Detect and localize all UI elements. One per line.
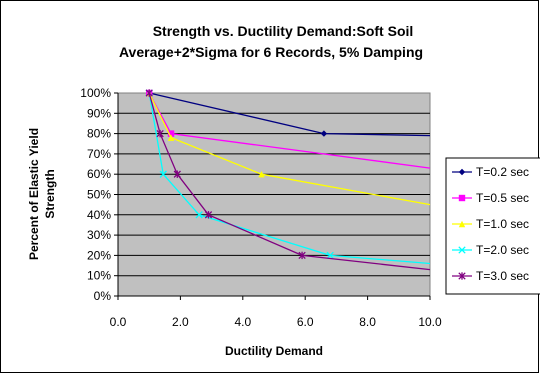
- data-point: [298, 251, 306, 260]
- y-tick-label: 30%: [87, 228, 111, 242]
- y-tick-label: 90%: [87, 106, 111, 120]
- y-tick-label: 80%: [87, 127, 111, 141]
- series-5: [145, 89, 431, 271]
- legend-marker: [458, 194, 466, 202]
- data-point: [156, 129, 164, 138]
- y-axis-title-line-2: Strength: [43, 169, 57, 218]
- legend-entry: T=0.2 sec: [476, 165, 529, 179]
- y-tick-label: 40%: [87, 208, 111, 222]
- chart-title-line-1: Strength vs. Ductility Demand:Soft Soil: [153, 23, 414, 39]
- x-tick-label: 0.0: [110, 315, 127, 329]
- axes: [114, 92, 431, 300]
- data-point-stroke: [326, 251, 334, 260]
- y-tick-label: 100%: [80, 86, 111, 100]
- y-tick-label: 10%: [87, 269, 111, 283]
- y-tick-label: 70%: [87, 147, 111, 161]
- legend-entry: T=2.0 sec: [476, 243, 529, 257]
- data-point: [159, 170, 167, 178]
- data-point: [195, 211, 203, 219]
- legend-entry: T=3.0 sec: [476, 269, 529, 283]
- x-axis-title: Ductility Demand: [225, 344, 323, 358]
- legend-marker: [458, 246, 466, 254]
- series-lines: [145, 89, 431, 271]
- data-point: [173, 170, 181, 178]
- gridlines: [118, 112, 430, 277]
- x-tick-label: 4.0: [234, 315, 251, 329]
- data-point: [326, 251, 334, 260]
- x-tick-label: 2.0: [172, 315, 189, 329]
- legend-marker-stroke: [458, 246, 466, 254]
- legend-marker: [458, 272, 466, 280]
- y-axis-title-line-1: Percent of Elastic Yield: [27, 128, 41, 260]
- series-line: [148, 92, 431, 271]
- data-point-stroke: [195, 211, 203, 219]
- tick-labels: 0% 10% 20% 30% 40% 50% 60% 70% 80% 90% 100% 0.0 2.0 4…: [80, 86, 442, 329]
- data-point: [320, 130, 328, 137]
- legend-entry: T=1.0 sec: [476, 217, 529, 231]
- data-point: [145, 89, 153, 97]
- legend-marker: [458, 168, 466, 176]
- data-point: [167, 134, 175, 141]
- y-tick-label: 0%: [94, 289, 112, 303]
- legend-entry: T=0.5 sec: [476, 191, 529, 205]
- chart-title-line-2: Average+2*Sigma for 6 Records, 5% Dampin…: [119, 44, 423, 60]
- x-tick-label: 10.0: [418, 315, 442, 329]
- y-tick-label: 60%: [87, 167, 111, 181]
- legend: T=0.2 sec T=0.5 sec T=1.0 sec T=2.0 sec T=3.…: [445, 157, 540, 295]
- legend-marker: [458, 220, 466, 228]
- series-line: [148, 92, 431, 206]
- x-tick-label: 8.0: [359, 315, 376, 329]
- x-tick-label: 6.0: [297, 315, 314, 329]
- data-point-stroke: [159, 170, 167, 178]
- data-point: [204, 211, 213, 219]
- data-point: [258, 171, 265, 178]
- y-tick-label: 50%: [87, 188, 111, 202]
- y-tick-label: 20%: [87, 248, 111, 262]
- data-point: [167, 130, 175, 137]
